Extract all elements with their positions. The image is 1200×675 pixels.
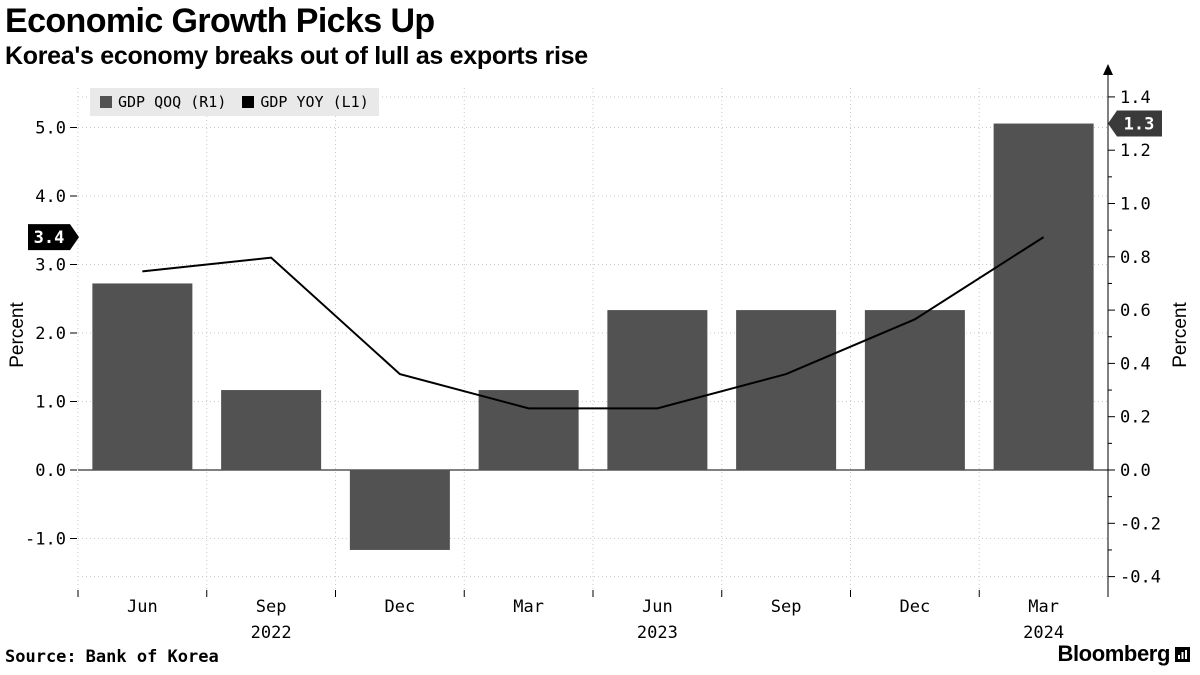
right-tick-label: 0.8 xyxy=(1120,248,1151,268)
x-tick-label: Mar xyxy=(1028,597,1059,617)
gdp-yoy-last-value-label: 3.4 xyxy=(34,228,65,248)
right-tick-label: 1.0 xyxy=(1120,195,1151,215)
gdp-qoq-bar xyxy=(607,310,708,470)
chart-legend: GDP QOQ (R1) GDP YOY (L1) xyxy=(90,88,379,116)
gdp-qoq-bar xyxy=(864,310,965,470)
right-axis-arrow-icon xyxy=(1103,64,1113,75)
gdp-qoq-bar xyxy=(736,310,837,470)
gdp-qoq-last-value-marker xyxy=(1108,110,1162,137)
right-tick-label: 1.2 xyxy=(1120,141,1151,161)
legend-item-gdp-yoy[interactable]: GDP YOY (L1) xyxy=(242,93,369,111)
gdp-yoy-line xyxy=(142,236,1045,410)
legend-label-gdp-qoq: GDP QOQ (R1) xyxy=(118,93,227,111)
gdp-qoq-last-value-label: 1.3 xyxy=(1124,115,1155,135)
bloomberg-terminal-icon xyxy=(1175,646,1190,662)
right-tick-label: 1.4 xyxy=(1120,88,1151,108)
left-tick-label: 1.0 xyxy=(35,393,66,413)
left-tick-label: 4.0 xyxy=(35,187,66,207)
x-year-label: 2022 xyxy=(251,623,292,643)
right-tick-label: 0.6 xyxy=(1120,301,1151,321)
gdp-qoq-bar xyxy=(993,123,1094,471)
gdp-qoq-bar xyxy=(92,283,193,470)
right-axis-title: Percent xyxy=(1170,302,1191,368)
left-tick-label: 2.0 xyxy=(35,324,66,344)
x-tick-label: Dec xyxy=(900,597,931,617)
x-tick-label: Jun xyxy=(127,597,158,617)
x-tick-label: Sep xyxy=(771,597,802,617)
right-tick-label: 0.4 xyxy=(1120,354,1151,374)
gdp-qoq-bar xyxy=(349,470,450,550)
left-tick-label: -1.0 xyxy=(25,530,66,550)
x-tick-label: Mar xyxy=(513,597,544,617)
chart-subtitle: Korea's economy breaks out of lull as ex… xyxy=(5,42,588,70)
x-year-label: 2023 xyxy=(637,623,678,643)
source-text: Bank of Korea xyxy=(85,647,219,667)
right-tick-label: 0.0 xyxy=(1120,461,1151,481)
x-tick-label: Jun xyxy=(642,597,673,617)
source-prefix: Source: xyxy=(5,647,77,667)
x-year-label: 2024 xyxy=(1023,623,1064,643)
chart-title: Economic Growth Picks Up xyxy=(5,2,435,40)
x-tick-label: Sep xyxy=(256,597,287,617)
legend-item-gdp-qoq[interactable]: GDP QOQ (R1) xyxy=(100,93,226,111)
gdp-qoq-bar xyxy=(221,390,322,470)
left-tick-label: 5.0 xyxy=(35,119,66,139)
gdp-qoq-bar xyxy=(478,390,579,470)
gdp-yoy-last-value-marker xyxy=(28,224,79,251)
right-tick-label: -0.4 xyxy=(1120,568,1161,588)
left-tick-label: 3.0 xyxy=(35,256,66,276)
x-tick-label: Dec xyxy=(385,597,416,617)
source-note: Source: Bank of Korea xyxy=(5,647,219,667)
gdp-yoy-swatch-icon xyxy=(242,96,255,108)
right-tick-label: -0.2 xyxy=(1120,514,1161,534)
left-axis-title: Percent xyxy=(7,302,28,368)
bloomberg-wordmark: Bloomberg xyxy=(1057,641,1170,666)
gdp-qoq-swatch-icon xyxy=(100,96,112,108)
bloomberg-logo: Bloomberg xyxy=(1057,641,1190,667)
left-tick-label: 0.0 xyxy=(35,461,66,481)
right-tick-label: 0.2 xyxy=(1120,408,1151,428)
legend-label-gdp-yoy: GDP YOY (L1) xyxy=(260,93,369,111)
